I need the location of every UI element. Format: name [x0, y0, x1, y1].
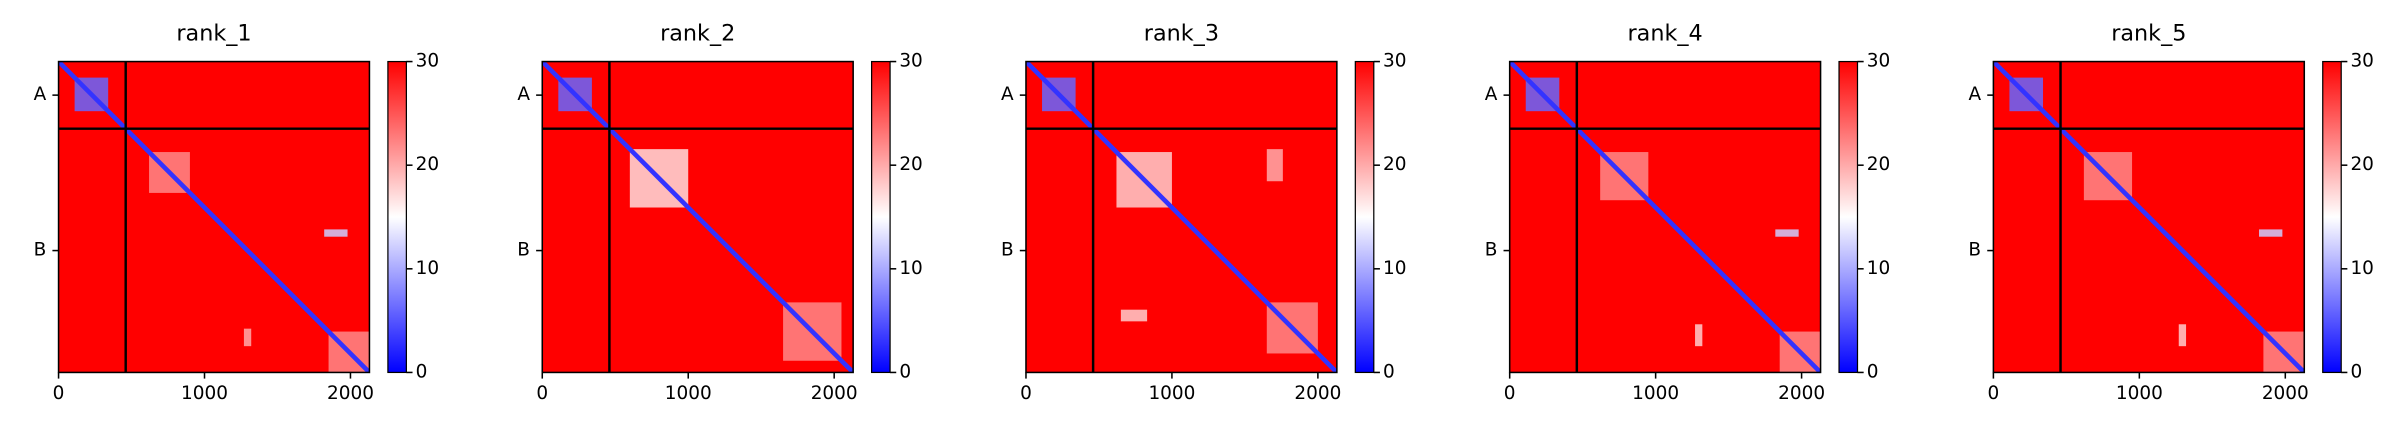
- heatmap-region: [1695, 324, 1703, 347]
- x-tick-label: 1000: [665, 383, 712, 404]
- x-tick-label: 0: [1988, 383, 2000, 404]
- colorbar-tick-label: 0: [899, 361, 911, 382]
- x-tick-label: 0: [1504, 383, 1516, 404]
- diagonal: [58, 61, 370, 373]
- axes-frame: [1025, 60, 1338, 374]
- diagonal: [542, 61, 854, 373]
- axes-frame: [57, 60, 371, 374]
- panel-title: rank_1: [176, 20, 251, 46]
- x-tick-label: 0: [536, 383, 548, 404]
- colorbar-tick-label: 10: [1383, 258, 1406, 279]
- diagonal: [1993, 61, 2305, 373]
- panel-title: rank_3: [1144, 20, 1219, 46]
- x-tick-label: 2000: [1294, 383, 1341, 404]
- heatmap-region: [2178, 324, 2187, 347]
- y-tick-label: B: [1001, 240, 1014, 261]
- heatmap: [1509, 61, 1821, 373]
- x-tick-label: 0: [53, 383, 65, 404]
- axes-frame: [1508, 60, 1822, 374]
- colorbar-tick-label: 0: [1867, 361, 1879, 382]
- colorbar-tick-label: 30: [1867, 51, 1890, 72]
- colorbar-tick-label: 30: [2350, 51, 2373, 72]
- colorbar-tick-label: 30: [1383, 51, 1406, 72]
- x-tick-label: 1000: [1148, 383, 1195, 404]
- x-tick-label: 2000: [1778, 383, 1825, 404]
- colorbar-tick-label: 10: [416, 258, 439, 279]
- colorbar: [870, 60, 891, 374]
- diagonal: [1509, 61, 1821, 373]
- colorbar: [1354, 60, 1375, 374]
- colorbar-tick-label: 30: [416, 51, 439, 72]
- panel-title: rank_5: [2111, 20, 2186, 46]
- axes-frame: [541, 60, 854, 374]
- x-tick-label: 0: [1020, 383, 1032, 404]
- heatmap-region: [243, 328, 252, 347]
- panel-title: rank_4: [1628, 20, 1703, 46]
- y-tick-label: A: [1485, 84, 1498, 105]
- colorbar-tick-label: 20: [899, 154, 922, 175]
- x-tick-label: 2000: [327, 383, 374, 404]
- y-tick-label: B: [34, 240, 47, 261]
- colorbar-tick-label: 30: [899, 51, 922, 72]
- colorbar-tick-label: 20: [2350, 154, 2373, 175]
- heatmap-region: [324, 229, 348, 237]
- colorbar-tick-label: 10: [1867, 258, 1890, 279]
- y-tick-label: A: [1001, 84, 1014, 105]
- colorbar-tick-label: 0: [416, 361, 428, 382]
- axes-frame: [1992, 60, 2306, 374]
- x-tick-label: 1000: [1632, 383, 1679, 404]
- colorbar-tick-label: 20: [1867, 154, 1890, 175]
- colorbar: [387, 60, 407, 374]
- heatmap-region: [2259, 229, 2283, 237]
- y-tick-label: A: [1968, 84, 1981, 105]
- heatmap: [58, 61, 370, 373]
- colorbar: [2322, 60, 2342, 374]
- panel-title: rank_2: [660, 20, 735, 46]
- heatmap: [1993, 61, 2305, 373]
- y-tick-label: A: [517, 84, 530, 105]
- y-tick-label: B: [1968, 240, 1981, 261]
- colorbar-tick-label: 0: [1383, 361, 1395, 382]
- y-tick-label: B: [517, 240, 530, 261]
- colorbar-tick-label: 10: [899, 258, 922, 279]
- x-tick-label: 2000: [2262, 383, 2309, 404]
- colorbar-tick-label: 20: [416, 154, 439, 175]
- heatmap: [542, 61, 854, 373]
- y-tick-label: B: [1485, 240, 1498, 261]
- colorbar-tick-label: 20: [1383, 154, 1406, 175]
- x-tick-label: 1000: [2116, 383, 2163, 404]
- heatmap: [1025, 61, 1337, 373]
- colorbar-tick-label: 10: [2350, 258, 2373, 279]
- colorbar-tick-label: 0: [2350, 361, 2362, 382]
- x-tick-label: 2000: [811, 383, 858, 404]
- heatmap-region: [1120, 309, 1148, 322]
- colorbar: [1838, 60, 1859, 374]
- x-tick-label: 1000: [181, 383, 228, 404]
- diagonal: [1025, 61, 1337, 373]
- heatmap-region: [1266, 149, 1283, 182]
- y-tick-label: A: [34, 84, 47, 105]
- heatmap-region: [1775, 229, 1799, 237]
